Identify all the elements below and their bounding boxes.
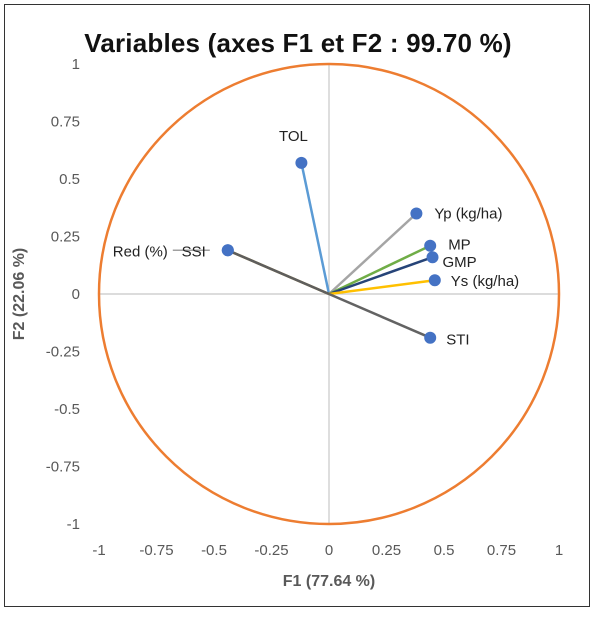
vector-mp <box>328 244 431 296</box>
vector-yp-kg-ha <box>328 212 418 295</box>
y-tick-label: 1 <box>72 56 80 73</box>
y-tick-label: 0.75 <box>51 114 80 131</box>
vector-gmp <box>328 256 433 296</box>
points-layer <box>221 156 441 344</box>
vector-ys-kg-ha <box>328 278 435 296</box>
label-mp: MP <box>448 237 471 254</box>
label-tol: TOL <box>279 128 308 145</box>
x-tick-label: -0.5 <box>201 542 227 559</box>
vector-tol <box>300 162 331 295</box>
point-mp <box>424 239 437 252</box>
x-tick-label: 0.25 <box>372 542 401 559</box>
y-tick-label: 0.25 <box>51 229 80 246</box>
vector-sti <box>328 292 431 339</box>
y-tick-label: -0.5 <box>54 401 80 418</box>
vectors-layer <box>172 162 435 339</box>
point-tol <box>295 156 308 169</box>
x-tick-label: -0.25 <box>254 542 288 559</box>
y-tick-label: 0.5 <box>59 171 80 188</box>
label-ys-kg-ha: Ys (kg/ha) <box>451 273 519 290</box>
label-ssi: SSI <box>182 243 206 260</box>
x-tick-label: 0.5 <box>434 542 455 559</box>
x-axis-title: F1 (77.64 %) <box>283 573 375 590</box>
correlation-circle <box>97 62 561 526</box>
y-tick-label: 0 <box>72 286 80 303</box>
circle-layer <box>97 62 561 526</box>
ticks-layer: -1 -0.75 -0.5 -0.25 0 0.25 0.5 0.75 1 1 0.75 0.5 0.2… <box>46 56 563 559</box>
label-red: Red (%) <box>113 243 168 260</box>
point-yp-kg-ha <box>410 207 423 220</box>
point-ys-kg-ha <box>428 274 441 287</box>
chart-frame <box>4 4 590 607</box>
y-tick-label: -0.75 <box>46 459 80 476</box>
point-sti <box>424 331 437 344</box>
label-yp-kg-ha: Yp (kg/ha) <box>434 206 502 223</box>
point-gmp <box>426 251 439 264</box>
x-tick-label: -0.75 <box>139 542 173 559</box>
point-red <box>221 244 234 257</box>
x-tick-label: -1 <box>92 542 105 559</box>
chart-title: Variables (axes F1 et F2 : 99.70 %) <box>84 28 512 58</box>
y-axis-title: F2 (22.06 %) <box>11 248 28 340</box>
y-tick-label: -0.25 <box>46 344 80 361</box>
x-tick-label: 0.75 <box>487 542 516 559</box>
vector-red <box>227 249 330 296</box>
label-gmp: GMP <box>443 254 477 271</box>
label-sti: STI <box>446 332 469 349</box>
x-tick-label: 1 <box>555 542 563 559</box>
y-tick-label: -1 <box>67 516 80 533</box>
x-tick-label: 0 <box>325 542 333 559</box>
